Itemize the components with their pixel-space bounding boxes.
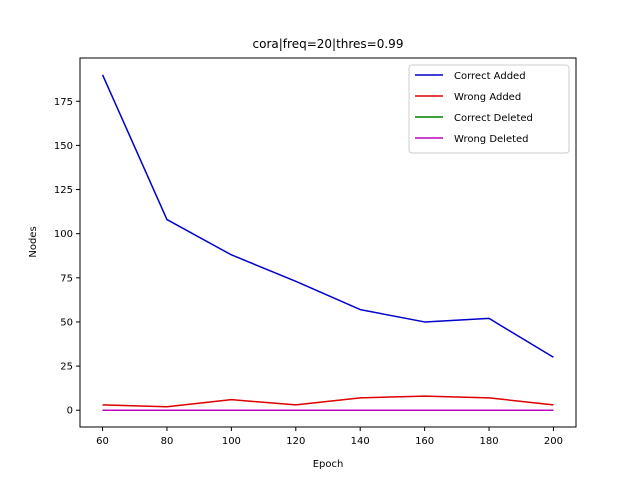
- x-tick-label: 120: [286, 436, 305, 447]
- x-tick-label: 80: [161, 436, 174, 447]
- legend-frame: [408, 64, 570, 154]
- y-tick-label: 75: [60, 273, 73, 284]
- series-line-wrong-added: [102, 395, 554, 408]
- legend-label-wrong-added: Wrong Added: [454, 92, 521, 103]
- y-tick-label: 150: [54, 141, 73, 152]
- y-axis-label: Nodes: [28, 226, 39, 257]
- x-tick-label: 160: [415, 436, 434, 447]
- x-tick-label: 100: [222, 436, 241, 447]
- axes-frame: [79, 57, 577, 428]
- x-tick-label: 60: [96, 436, 109, 447]
- x-tick-label: 180: [479, 436, 498, 447]
- x-tick-label: 140: [351, 436, 370, 447]
- y-tick-label: 175: [54, 97, 73, 108]
- y-tick-label: 50: [60, 317, 73, 328]
- plot-area: 60 80 100 120 140 160 180 200 0 25 50 75 100 125 150 17…: [54, 74, 563, 447]
- y-tick-label: 100: [54, 229, 73, 240]
- legend-label-correct-deleted: Correct Deleted: [454, 113, 533, 124]
- y-tick-label: 0: [67, 406, 73, 417]
- legend: Correct Added Wrong Added Correct Deleted W…: [408, 64, 570, 154]
- x-axis-label: Epoch: [313, 459, 344, 470]
- x-tick-label: 200: [544, 436, 563, 447]
- legend-label-correct-added: Correct Added: [454, 71, 526, 82]
- legend-label-wrong-deleted: Wrong Deleted: [454, 134, 529, 145]
- series-line-correct-added: [101, 74, 554, 358]
- y-tick-label: 25: [60, 362, 73, 373]
- chart-title: cora|freq=20|thres=0.99: [253, 37, 404, 51]
- y-tick-label: 125: [54, 185, 73, 196]
